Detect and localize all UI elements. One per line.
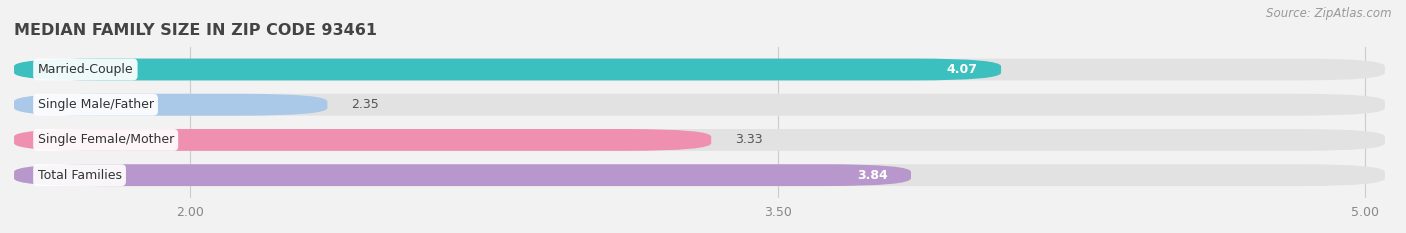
FancyBboxPatch shape (14, 94, 1385, 116)
FancyBboxPatch shape (14, 129, 711, 151)
FancyBboxPatch shape (14, 129, 1385, 151)
FancyBboxPatch shape (14, 58, 1001, 80)
FancyBboxPatch shape (14, 58, 1385, 80)
Text: Source: ZipAtlas.com: Source: ZipAtlas.com (1267, 7, 1392, 20)
Text: Single Female/Mother: Single Female/Mother (38, 134, 174, 146)
FancyBboxPatch shape (14, 164, 911, 186)
Text: 3.33: 3.33 (735, 134, 762, 146)
Text: Total Families: Total Families (38, 169, 121, 182)
Text: 4.07: 4.07 (946, 63, 977, 76)
FancyBboxPatch shape (14, 94, 328, 116)
Text: 3.84: 3.84 (856, 169, 887, 182)
FancyBboxPatch shape (14, 164, 1385, 186)
Text: Married-Couple: Married-Couple (38, 63, 134, 76)
Text: MEDIAN FAMILY SIZE IN ZIP CODE 93461: MEDIAN FAMILY SIZE IN ZIP CODE 93461 (14, 24, 377, 38)
Text: Single Male/Father: Single Male/Father (38, 98, 153, 111)
Text: 2.35: 2.35 (352, 98, 378, 111)
